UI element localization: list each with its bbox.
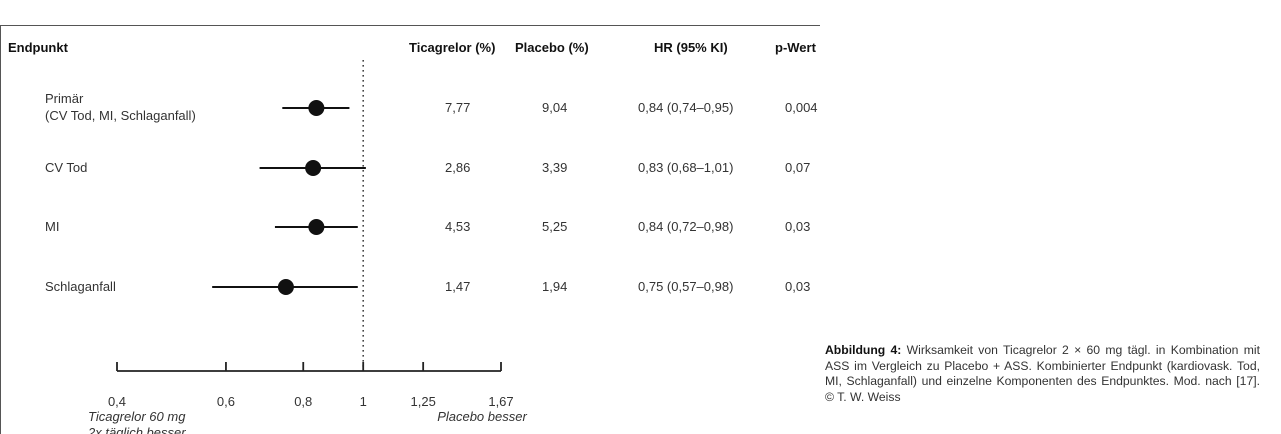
forest-plot: Endpunkt Ticagrelor (%) Placebo (%) HR (… — [8, 40, 818, 434]
frame-left-border — [0, 25, 1, 434]
ticagrelor-value: 2,86 — [445, 160, 470, 175]
direction-right: Placebo besser — [437, 409, 527, 424]
header-p-value: p-Wert — [775, 40, 817, 55]
x-tick-label: 1 — [360, 394, 367, 409]
hr-ci-value: 0,75 (0,57–0,98) — [638, 279, 733, 294]
x-tick-label: 1,25 — [411, 394, 436, 409]
figure-caption: Abbildung 4: Wirksamkeit von Ticagrelor … — [825, 343, 1260, 405]
ticagrelor-value: 7,77 — [445, 100, 470, 115]
row-label-sub: (CV Tod, MI, Schlaganfall) — [45, 108, 196, 123]
x-tick-label: 0,8 — [294, 394, 312, 409]
placebo-value: 5,25 — [542, 219, 567, 234]
x-tick-label: 0,4 — [108, 394, 126, 409]
hr-point — [277, 279, 294, 295]
row-label: Schlaganfall — [45, 279, 116, 294]
p-value: 0,03 — [785, 279, 810, 294]
row-label: Primär — [45, 91, 84, 106]
hr-ci-value: 0,84 (0,74–0,95) — [638, 100, 733, 115]
caption-title: Abbildung 4: — [825, 343, 902, 357]
direction-left-line2: 2x täglich besser — [87, 425, 186, 434]
hr-point — [308, 100, 325, 116]
caption-text: Wirksamkeit von Ticagrelor 2 × 60 mg täg… — [825, 343, 1260, 404]
placebo-value: 3,39 — [542, 160, 567, 175]
hr-ci-value: 0,83 (0,68–1,01) — [638, 160, 733, 175]
placebo-value: 9,04 — [542, 100, 567, 115]
ticagrelor-value: 4,53 — [445, 219, 470, 234]
p-value: 0,03 — [785, 219, 810, 234]
forest-marks — [116, 60, 502, 372]
header-ticagrelor: Ticagrelor (%) — [409, 40, 495, 55]
frame-top-border — [0, 25, 820, 26]
p-value: 0,004 — [785, 100, 818, 115]
hr-ci-value: 0,84 (0,72–0,98) — [638, 219, 733, 234]
row-label: CV Tod — [45, 160, 87, 175]
x-tick-label: 0,6 — [217, 394, 235, 409]
hr-point — [308, 219, 325, 235]
direction-left-line1: Ticagrelor 60 mg — [88, 409, 186, 424]
header-hr: HR (95% KI) — [654, 40, 728, 55]
header-endpoint: Endpunkt — [8, 40, 69, 55]
placebo-value: 1,94 — [542, 279, 567, 294]
header-placebo: Placebo (%) — [515, 40, 589, 55]
row-label: MI — [45, 219, 59, 234]
p-value: 0,07 — [785, 160, 810, 175]
x-tick-label: 1,67 — [488, 394, 513, 409]
hr-point — [305, 160, 322, 176]
ticagrelor-value: 1,47 — [445, 279, 470, 294]
